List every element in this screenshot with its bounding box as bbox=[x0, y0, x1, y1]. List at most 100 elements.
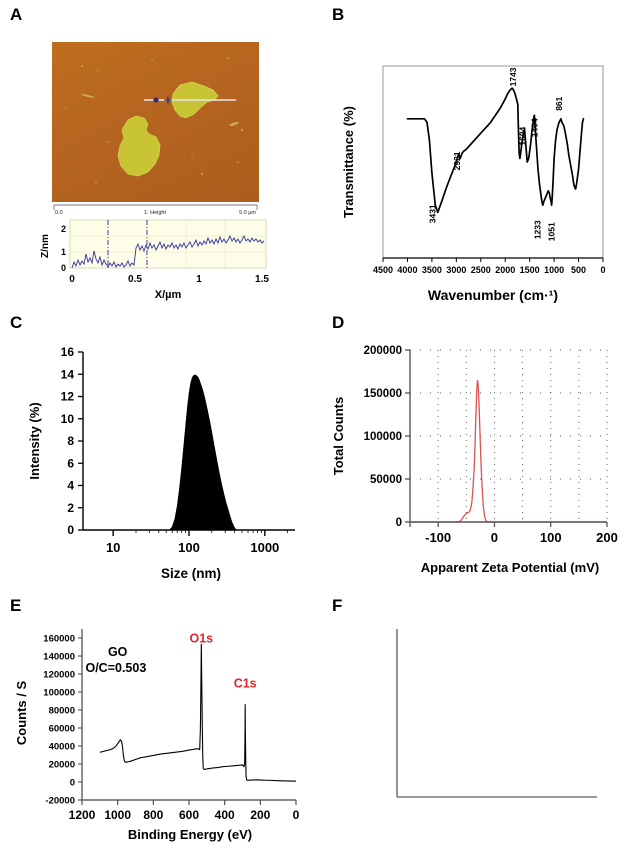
afm-scalebar-left: 0.0 bbox=[55, 210, 63, 216]
zeta-curve bbox=[410, 380, 607, 523]
svg-text:0: 0 bbox=[67, 523, 74, 537]
afm-flakes bbox=[52, 42, 259, 202]
svg-text:2921: 2921 bbox=[452, 151, 462, 170]
svg-text:1051: 1051 bbox=[547, 222, 557, 241]
afm-marker-end bbox=[164, 96, 172, 104]
ftir-xticks: 4500 4000 3500 3000 2500 2000 1500 1000 500 0 bbox=[373, 257, 606, 275]
uvvis-chart bbox=[396, 629, 597, 798]
xps-curve bbox=[99, 643, 297, 782]
profile-ytick-0: 0 bbox=[61, 263, 66, 273]
panel-c: C 0 2 4 6 8 10 12 14 16 10 100 1000 Intensity (%) … bbox=[0, 310, 320, 595]
svg-text:200: 200 bbox=[250, 808, 270, 822]
panel-c-letter: C bbox=[10, 313, 23, 332]
svg-text:2500: 2500 bbox=[471, 265, 491, 275]
svg-text:80000: 80000 bbox=[49, 706, 75, 717]
svg-text:4: 4 bbox=[67, 479, 74, 493]
svg-text:2000: 2000 bbox=[495, 265, 515, 275]
xps-xlabel: Binding Energy (eV) bbox=[128, 827, 252, 842]
svg-text:O/C=0.503: O/C=0.503 bbox=[85, 661, 146, 675]
svg-text:6: 6 bbox=[67, 456, 74, 470]
panel-a: A bbox=[0, 0, 320, 310]
panel-a-letter: A bbox=[10, 5, 23, 24]
afm-scalebar-right: 5.0 µm bbox=[239, 210, 256, 216]
profile-plot-area bbox=[69, 219, 267, 269]
svg-text:1200: 1200 bbox=[69, 808, 96, 822]
svg-text:40000: 40000 bbox=[49, 742, 75, 753]
svg-text:4500: 4500 bbox=[373, 265, 393, 275]
svg-text:150000: 150000 bbox=[364, 388, 402, 400]
panel-e-letter: E bbox=[10, 596, 22, 615]
svg-text:861: 861 bbox=[554, 96, 564, 110]
svg-text:400: 400 bbox=[215, 808, 235, 822]
svg-text:3431: 3431 bbox=[427, 204, 437, 223]
svg-text:12: 12 bbox=[61, 390, 75, 404]
zeta-xlabel: Apparent Zeta Potential (mV) bbox=[421, 560, 599, 575]
svg-text:0: 0 bbox=[70, 778, 75, 789]
svg-text:100: 100 bbox=[178, 540, 200, 555]
zeta-xticks: -100 0 100 200 bbox=[409, 522, 618, 545]
svg-text:1604: 1604 bbox=[518, 126, 528, 145]
afm-scalebar-center: 1: Height bbox=[144, 210, 166, 216]
panel-f: F bbox=[320, 595, 627, 850]
dls-chart: 0 2 4 6 8 10 12 14 16 10 100 1000 Intensity (%) Si… bbox=[27, 345, 295, 581]
dls-ylabel: Intensity (%) bbox=[27, 402, 42, 479]
svg-text:10: 10 bbox=[106, 540, 120, 555]
ftir-chart: 4500 4000 3500 3000 2500 2000 1500 1000 500 0 343… bbox=[341, 65, 606, 303]
profile-yticks: 0 1 2 bbox=[61, 224, 66, 273]
svg-text:4000: 4000 bbox=[397, 265, 417, 275]
svg-text:3000: 3000 bbox=[446, 265, 466, 275]
panel-d-letter: D bbox=[332, 313, 345, 332]
profile-xtick-2: 1 bbox=[196, 274, 202, 285]
svg-text:160000: 160000 bbox=[43, 634, 75, 645]
ftir-curve bbox=[406, 87, 585, 214]
profile-ytick-1: 1 bbox=[61, 247, 66, 257]
zeta-ylabel: Total Counts bbox=[331, 397, 346, 475]
afm-height-profile-chart: 0 1 2 Z/nm 0 0.5 1 1.5 X/µm bbox=[40, 219, 269, 301]
svg-text:1404: 1404 bbox=[529, 118, 539, 137]
svg-text:10: 10 bbox=[61, 412, 75, 426]
svg-text:800: 800 bbox=[143, 808, 163, 822]
ftir-xlabel: Wavenumber (cm·¹) bbox=[428, 287, 558, 303]
svg-text:8: 8 bbox=[67, 434, 74, 448]
ftir-ylabel: Transmittance (%) bbox=[341, 106, 356, 218]
panel-b-letter: B bbox=[332, 5, 345, 24]
svg-text:14: 14 bbox=[61, 367, 75, 381]
panel-b: B 4500 4000 3500 3000 2500 2000 1500 1000 500 0 3… bbox=[320, 0, 627, 310]
svg-text:200000: 200000 bbox=[364, 345, 402, 357]
svg-text:600: 600 bbox=[179, 808, 199, 822]
ftir-peak-labels: 3431 2921 1743 1604 1404 1233 1051 861 bbox=[427, 67, 564, 241]
dls-xticks: 10 100 1000 bbox=[106, 530, 289, 555]
svg-text:120000: 120000 bbox=[43, 670, 75, 681]
panel-f-letter: F bbox=[332, 596, 343, 615]
profile-xtick-0: 0 bbox=[69, 274, 75, 285]
svg-text:100000: 100000 bbox=[43, 688, 75, 699]
xps-xticks: 1200 1000 800 600 400 200 0 bbox=[69, 800, 300, 822]
svg-text:200: 200 bbox=[596, 530, 618, 545]
svg-text:1000: 1000 bbox=[250, 540, 279, 555]
svg-text:O1s: O1s bbox=[189, 632, 213, 646]
zeta-yticks: 0 50000 100000 150000 200000 bbox=[364, 345, 410, 529]
svg-text:50000: 50000 bbox=[370, 474, 402, 486]
svg-text:3500: 3500 bbox=[422, 265, 442, 275]
svg-text:16: 16 bbox=[61, 345, 75, 359]
svg-text:2: 2 bbox=[67, 501, 74, 515]
panel-e: E -20000 0 20000 40000 60000 80000 100000 12000… bbox=[0, 595, 320, 850]
afm-scalebar: 0.0 1: Height 5.0 µm bbox=[52, 202, 259, 216]
svg-text:140000: 140000 bbox=[43, 652, 75, 663]
zeta-gridlines bbox=[409, 349, 608, 523]
svg-text:1500: 1500 bbox=[520, 265, 540, 275]
afm-marker-start bbox=[153, 97, 159, 103]
xps-yticks: -20000 0 20000 40000 60000 80000 100000 120000 1… bbox=[43, 634, 82, 807]
svg-text:60000: 60000 bbox=[49, 724, 75, 735]
xps-annotations: GO O/C=0.503 bbox=[85, 645, 146, 675]
xps-ylabel: Counts / S bbox=[14, 681, 29, 746]
afm-topography-image: 0.0 1: Height 5.0 µm bbox=[52, 42, 259, 216]
svg-text:-20000: -20000 bbox=[45, 796, 75, 807]
svg-text:C1s: C1s bbox=[234, 677, 257, 691]
ftir-plot-frame bbox=[382, 65, 604, 259]
panel-d: D 0 50000 100000 150000 200000 -100 0 100 200 T… bbox=[320, 310, 627, 595]
xps-chart: -20000 0 20000 40000 60000 80000 100000 120000 1… bbox=[14, 629, 300, 842]
svg-text:0: 0 bbox=[491, 530, 498, 545]
svg-text:100000: 100000 bbox=[364, 431, 402, 443]
svg-text:1000: 1000 bbox=[544, 265, 564, 275]
